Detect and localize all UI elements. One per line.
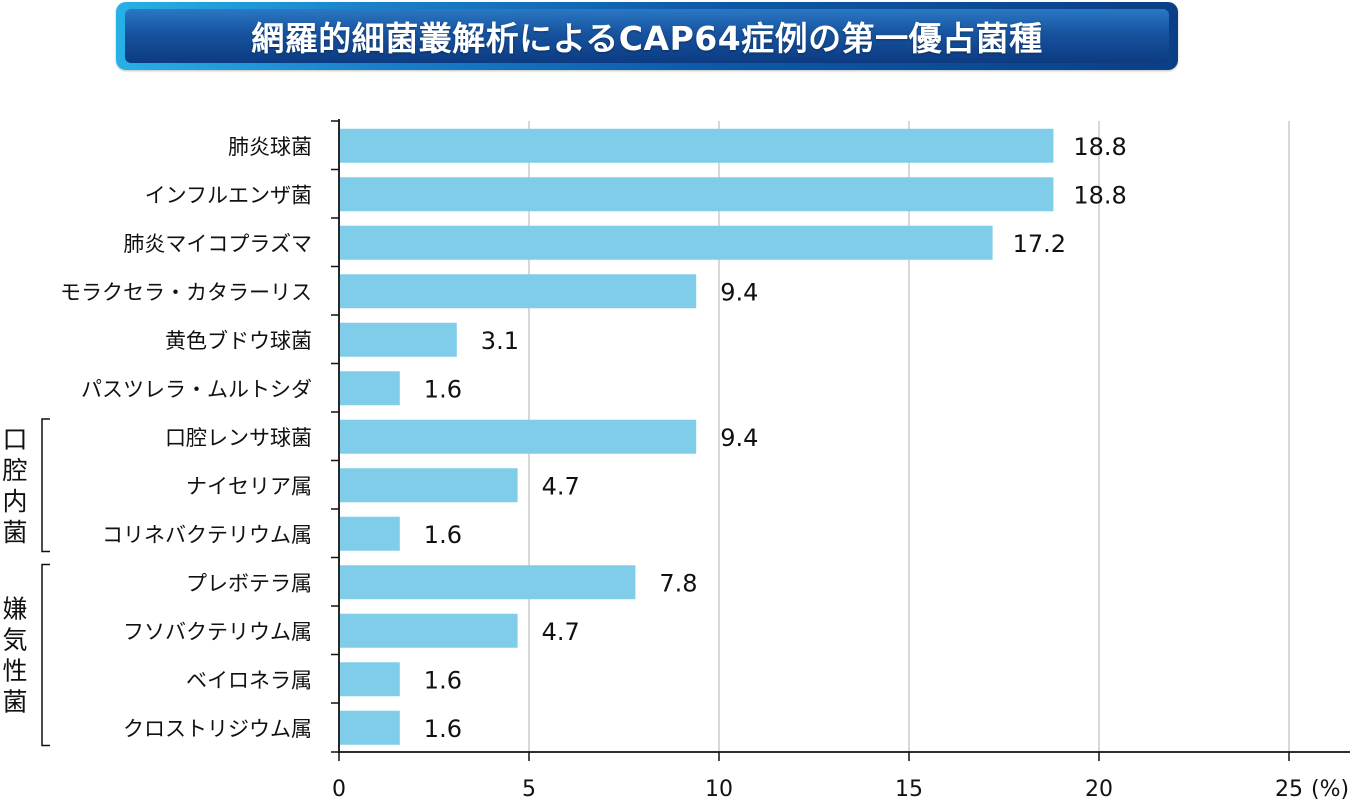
- bar: [340, 371, 400, 406]
- value-label: 18.8: [1073, 181, 1126, 209]
- bar: [340, 274, 697, 309]
- value-label: 3.1: [481, 327, 519, 355]
- x-tick-label: 5: [522, 777, 536, 801]
- bar: [340, 613, 518, 648]
- category-label: コリネバクテリウム属: [102, 523, 312, 547]
- bar: [340, 516, 400, 551]
- bar: [340, 710, 400, 745]
- x-tick-label: 20: [1085, 777, 1113, 801]
- value-label: 1.6: [424, 375, 462, 403]
- chart-title: 網羅的細菌叢解析によるCAP64症例の第一優占菌種: [251, 19, 1043, 58]
- value-label: 9.4: [720, 278, 758, 306]
- category-label: ベイロネラ属: [186, 668, 312, 692]
- value-label: 1.6: [424, 521, 462, 549]
- group-label-char: 気: [2, 626, 27, 655]
- group-label-char: 内: [2, 487, 27, 516]
- x-tick-label: 25: [1275, 777, 1303, 801]
- category-label: 口腔レンサ球菌: [165, 426, 312, 450]
- group-label-char: 口: [2, 425, 27, 454]
- category-label: パスツレラ・ムルトシダ: [81, 377, 312, 401]
- value-label: 18.8: [1073, 133, 1126, 161]
- title-banner-inner: 網羅的細菌叢解析によるCAP64症例の第一優占菌種: [125, 9, 1169, 63]
- category-label: クロストリジウム属: [123, 717, 312, 741]
- category-label: 肺炎球菌: [228, 135, 312, 159]
- category-label: 肺炎マイコプラズマ: [123, 232, 312, 256]
- value-label: 7.8: [659, 569, 697, 597]
- value-label: 1.6: [424, 666, 462, 694]
- group-label-char: 腔: [2, 456, 27, 485]
- category-label: モラクセラ・カタラーリス: [60, 280, 312, 304]
- x-tick-label: 10: [705, 777, 733, 801]
- bar: [340, 565, 636, 600]
- bar: [340, 468, 518, 503]
- group-bracket: [41, 563, 50, 747]
- group-label-char: 嫌: [2, 595, 27, 624]
- bar: [340, 322, 457, 357]
- category-label: フソバクテリウム属: [123, 620, 312, 644]
- category-label: 黄色ブドウ球菌: [165, 329, 312, 353]
- group-label-char: 菌: [2, 688, 27, 717]
- bar: [340, 225, 993, 260]
- group-label-char: 性: [2, 657, 27, 686]
- value-label: 4.7: [542, 618, 580, 646]
- value-label: 9.4: [720, 424, 758, 452]
- group-label-char: 菌: [2, 518, 27, 547]
- bar: [340, 128, 1054, 163]
- x-tick-label: 0: [332, 777, 346, 801]
- value-label: 17.2: [1013, 230, 1066, 258]
- x-unit-label: (%): [1311, 777, 1349, 801]
- category-label: インフルエンザ菌: [145, 183, 312, 207]
- title-banner: 網羅的細菌叢解析によるCAP64症例の第一優占菌種: [116, 2, 1178, 70]
- group-bracket: [41, 418, 50, 553]
- category-label: プレボテラ属: [186, 571, 312, 595]
- bar: [340, 662, 400, 697]
- value-label: 1.6: [424, 715, 462, 743]
- x-tick-label: 15: [895, 777, 923, 801]
- bar: [340, 177, 1054, 212]
- value-label: 4.7: [542, 472, 580, 500]
- bar: [340, 419, 697, 454]
- category-label: ナイセリア属: [186, 474, 312, 498]
